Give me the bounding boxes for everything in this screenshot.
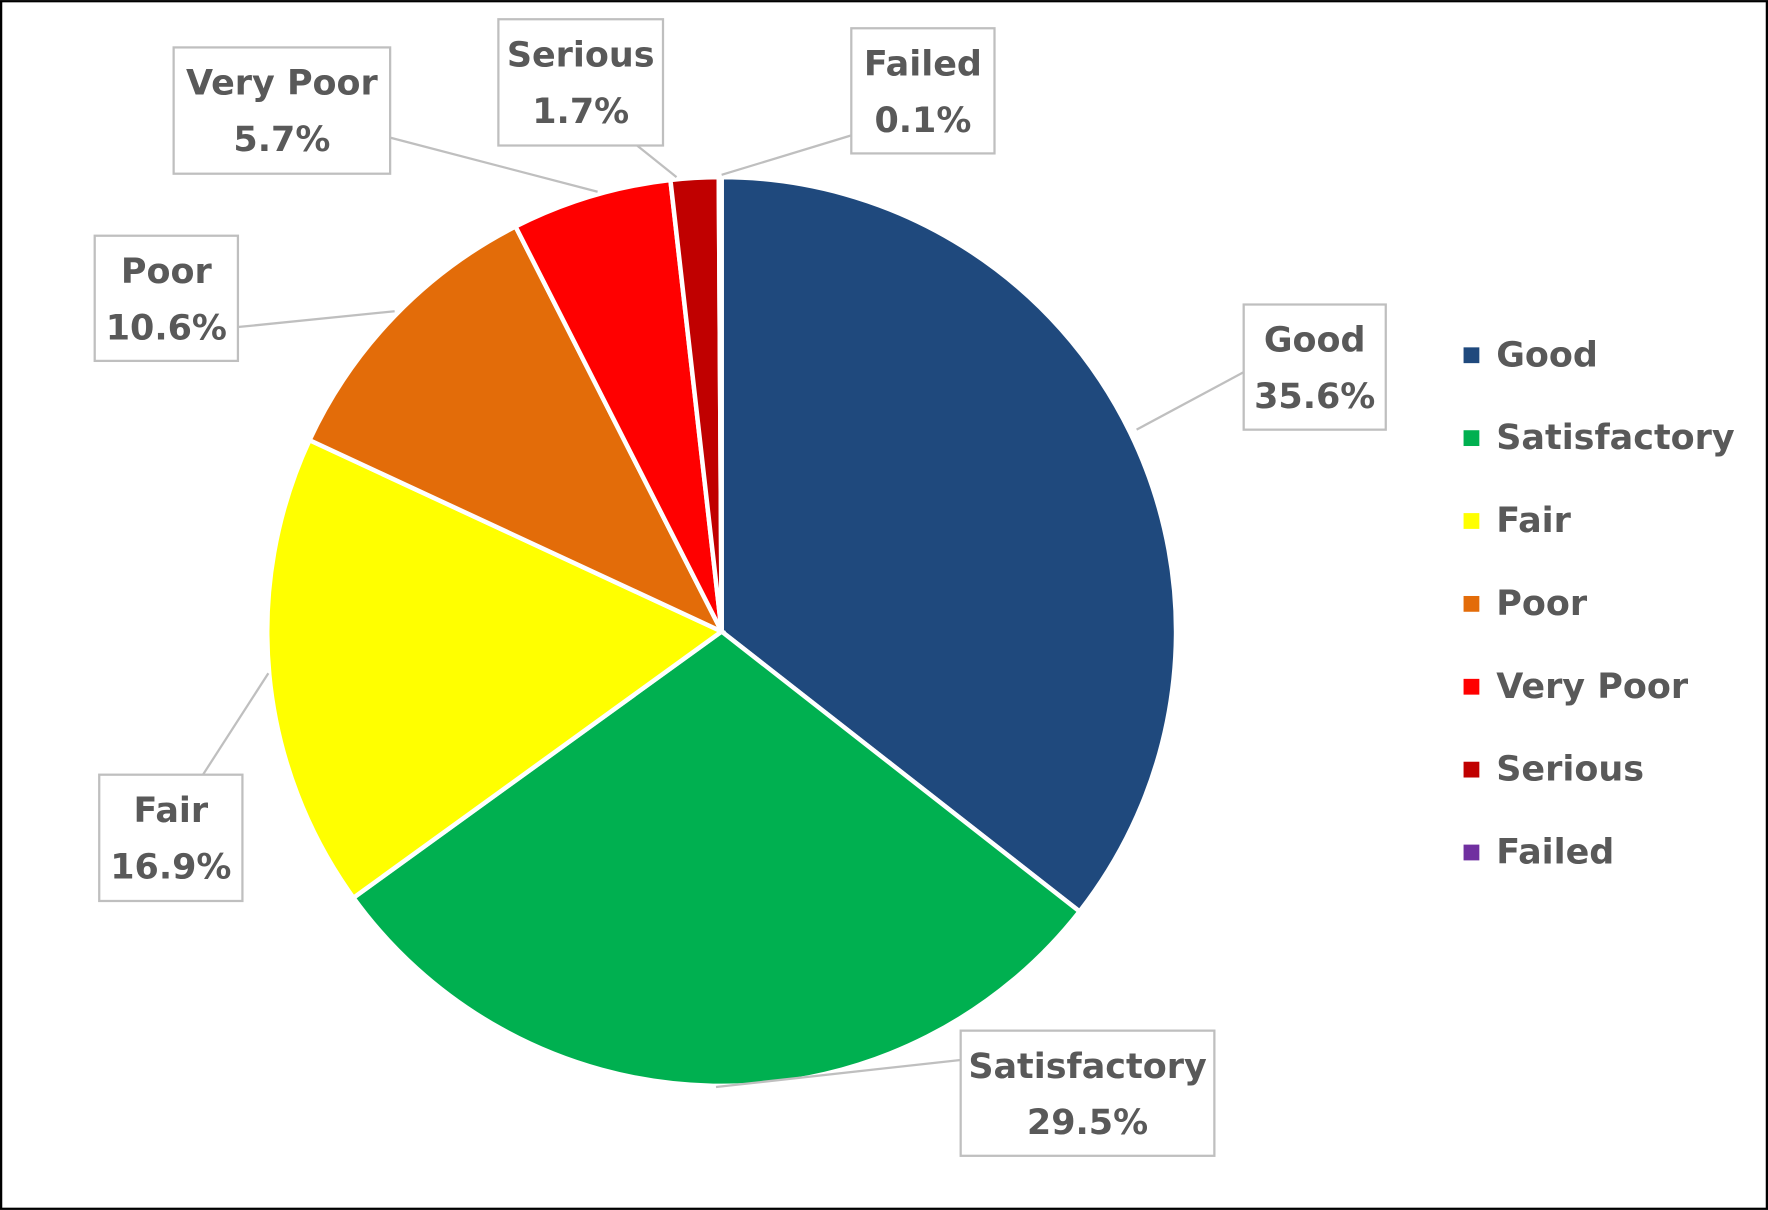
pie-slice [265,437,727,901]
leader-line [202,672,270,776]
leader-line [237,310,395,329]
data-label-value: 29.5% [1027,1103,1148,1143]
data-label-value: 35.6% [1254,377,1375,417]
data-label-name: Fair [134,791,209,831]
leader-line [721,134,852,176]
legend-swatch [1463,430,1480,447]
legend-label: Good [1496,335,1598,375]
data-label-value: 5.7% [233,120,330,160]
leader-line [389,136,598,193]
leader-line [1136,371,1245,431]
label-box [98,773,244,903]
legend-swatch [1463,513,1480,529]
legend-label: Serious [1496,750,1644,790]
data-label-name: Serious [507,35,655,75]
label-box [1242,303,1387,431]
data-label-name: Failed [864,44,982,84]
data-label-name: Good [1264,321,1366,361]
pie-slice [350,628,1083,1089]
legend-swatch [1463,678,1480,695]
data-label-name: Satisfactory [968,1047,1207,1087]
label-box [959,1029,1216,1157]
leader-line [715,1058,961,1089]
pie-slice [306,223,727,637]
data-label-value: 16.9% [110,847,231,887]
data-label-value: 0.1% [874,101,971,141]
legend-swatch [1463,595,1480,612]
legend-swatch [1463,347,1480,364]
pie-slice [512,177,724,633]
data-label-name: Very Poor [186,64,379,104]
legend-label: Failed [1496,833,1614,873]
legend-label: Very Poor [1496,667,1689,707]
legend-swatch [1463,761,1480,778]
data-label-name: Poor [121,252,213,292]
legend-label: Satisfactory [1496,418,1735,458]
label-box [172,46,392,175]
pie-slice [716,174,724,632]
leader-line [636,144,678,178]
data-label-value: 1.7% [532,92,629,132]
data-label-value: 10.6% [106,308,227,348]
label-box [850,27,996,155]
legend-label: Fair [1496,501,1571,541]
label-box [93,234,240,363]
pie-slice [719,174,1179,915]
legend-swatch [1463,844,1480,861]
legend-label: Poor [1496,584,1588,624]
label-box [497,18,665,147]
